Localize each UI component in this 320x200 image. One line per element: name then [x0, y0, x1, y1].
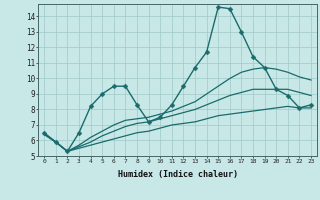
X-axis label: Humidex (Indice chaleur): Humidex (Indice chaleur): [118, 170, 238, 179]
